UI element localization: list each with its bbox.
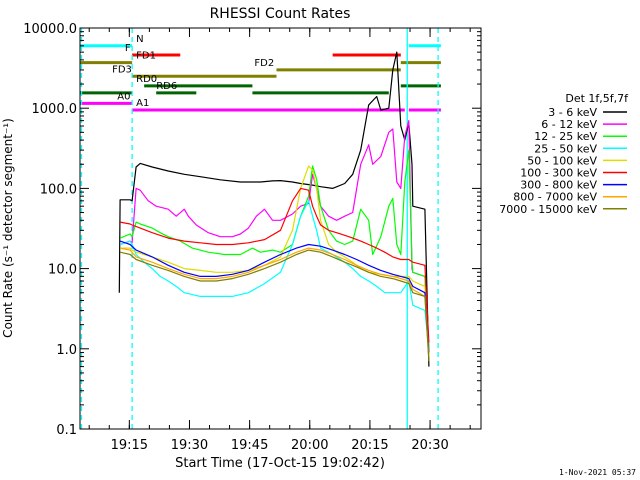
legend-entry-label: 12 - 25 keV — [534, 130, 597, 143]
series-line-6 — [119, 240, 430, 353]
legend-entry-label: 3 - 6 keV — [548, 106, 597, 119]
flag-label-fd2: FD2 — [254, 58, 274, 69]
series-line-0 — [118, 51, 430, 367]
series-line-7 — [119, 247, 430, 357]
flag-label-fd3: FD3 — [112, 64, 132, 75]
x-axis-label: Start Time (17-Oct-15 19:02:42) — [175, 456, 385, 471]
series-line-8 — [119, 249, 430, 362]
flag-label-f: F — [125, 43, 131, 54]
x-tick-label: 20:00 — [291, 438, 328, 453]
x-tick-label: 20:15 — [351, 438, 388, 453]
flag-label-fd1: FD1 — [136, 51, 156, 62]
footer-timestamp: 1-Nov-2021 05:37 — [559, 468, 636, 477]
y-tick-label: 10000.0 — [23, 22, 77, 37]
series-line-1 — [119, 120, 430, 349]
flag-label-n: N — [136, 34, 143, 45]
chart-title: RHESSI Count Rates — [210, 6, 351, 22]
series-lines — [118, 51, 430, 367]
vertical-markers — [80, 28, 439, 429]
y-axis-label: Count Rate (s⁻¹ detector segment⁻¹) — [1, 118, 15, 338]
legend-entry-label: 100 - 300 keV — [520, 167, 597, 180]
legend-entry-label: 6 - 12 keV — [541, 118, 597, 131]
series-line-2 — [119, 149, 430, 349]
series-line-5 — [119, 187, 430, 343]
series-line-3 — [119, 200, 430, 349]
flag-label-rd0: RD0 — [136, 74, 157, 85]
y-axis: 0.1 1.0 10.0 100.0 1000.0 10000.0 — [23, 22, 481, 438]
flag-label-rd6: RD6 — [156, 81, 177, 92]
x-tick-label: 19:45 — [231, 438, 268, 453]
flag-label-a1: A1 — [136, 98, 149, 109]
legend-title: Det 1f,5f,7f — [565, 92, 629, 105]
legend-entry-label: 800 - 7000 keV — [513, 191, 597, 204]
x-tick-label: 19:15 — [111, 438, 148, 453]
x-axis: 19:15 19:30 19:45 20:00 20:15 20:30 — [88, 28, 471, 453]
x-tick-label: 19:30 — [171, 438, 208, 453]
legend-entry-label: 300 - 800 keV — [520, 179, 597, 192]
y-tick-label: 10.0 — [48, 263, 77, 278]
legend-entry-label: 25 - 50 keV — [534, 142, 597, 155]
legend-entry-label: 7000 - 15000 keV — [499, 203, 597, 216]
y-tick-label: 1.0 — [56, 343, 77, 358]
y-tick-label: 0.1 — [56, 423, 77, 438]
flag-label-a0: A0 — [117, 91, 130, 102]
y-tick-label: 1000.0 — [32, 102, 78, 117]
legend-entry-label: 50 - 100 keV — [527, 154, 597, 167]
plot-frame — [79, 27, 482, 430]
x-tick-label: 20:30 — [411, 438, 448, 453]
y-tick-label: 100.0 — [40, 182, 77, 197]
